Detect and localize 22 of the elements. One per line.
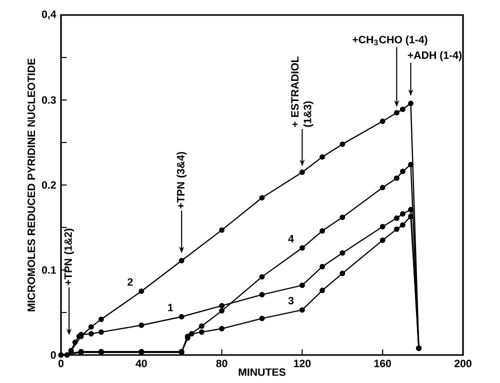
series-label: 1 [168, 304, 174, 312]
x-tick-label: 200 [454, 360, 472, 368]
x-tick-label: 0 [58, 360, 64, 368]
y-tick-label: 0.2 [42, 181, 56, 189]
x-axis-title: MINUTES [238, 368, 286, 376]
y-tick-label: 0 [50, 351, 56, 359]
annotation: +ADH (1-4) [408, 51, 462, 62]
x-tick-label: 160 [374, 360, 392, 368]
y-tick-label: 0.1 [42, 266, 56, 274]
x-tick-label: 40 [136, 360, 147, 368]
annotation: +CH$_{3}$CHO (1-4) [352, 36, 428, 46]
x-tick-label: 80 [216, 360, 228, 368]
y-tick-label: 0,4 [42, 10, 56, 20]
x-tick-label: 120 [294, 360, 311, 368]
y-axis-title: MICROMOLES REDUCED PYRIDINE NUCLEOTIDE [28, 58, 36, 312]
annotation: +TPN (3&4) [176, 152, 187, 209]
y-tick-label: 0.3 [42, 96, 56, 104]
series-label: 4 [288, 235, 294, 242]
annotation: + ESTRADIOL (1&3) [291, 56, 314, 127]
annotation: +TPN (1&2) [64, 228, 74, 286]
series-label: 3 [288, 296, 294, 304]
series-label: 2 [128, 278, 133, 286]
